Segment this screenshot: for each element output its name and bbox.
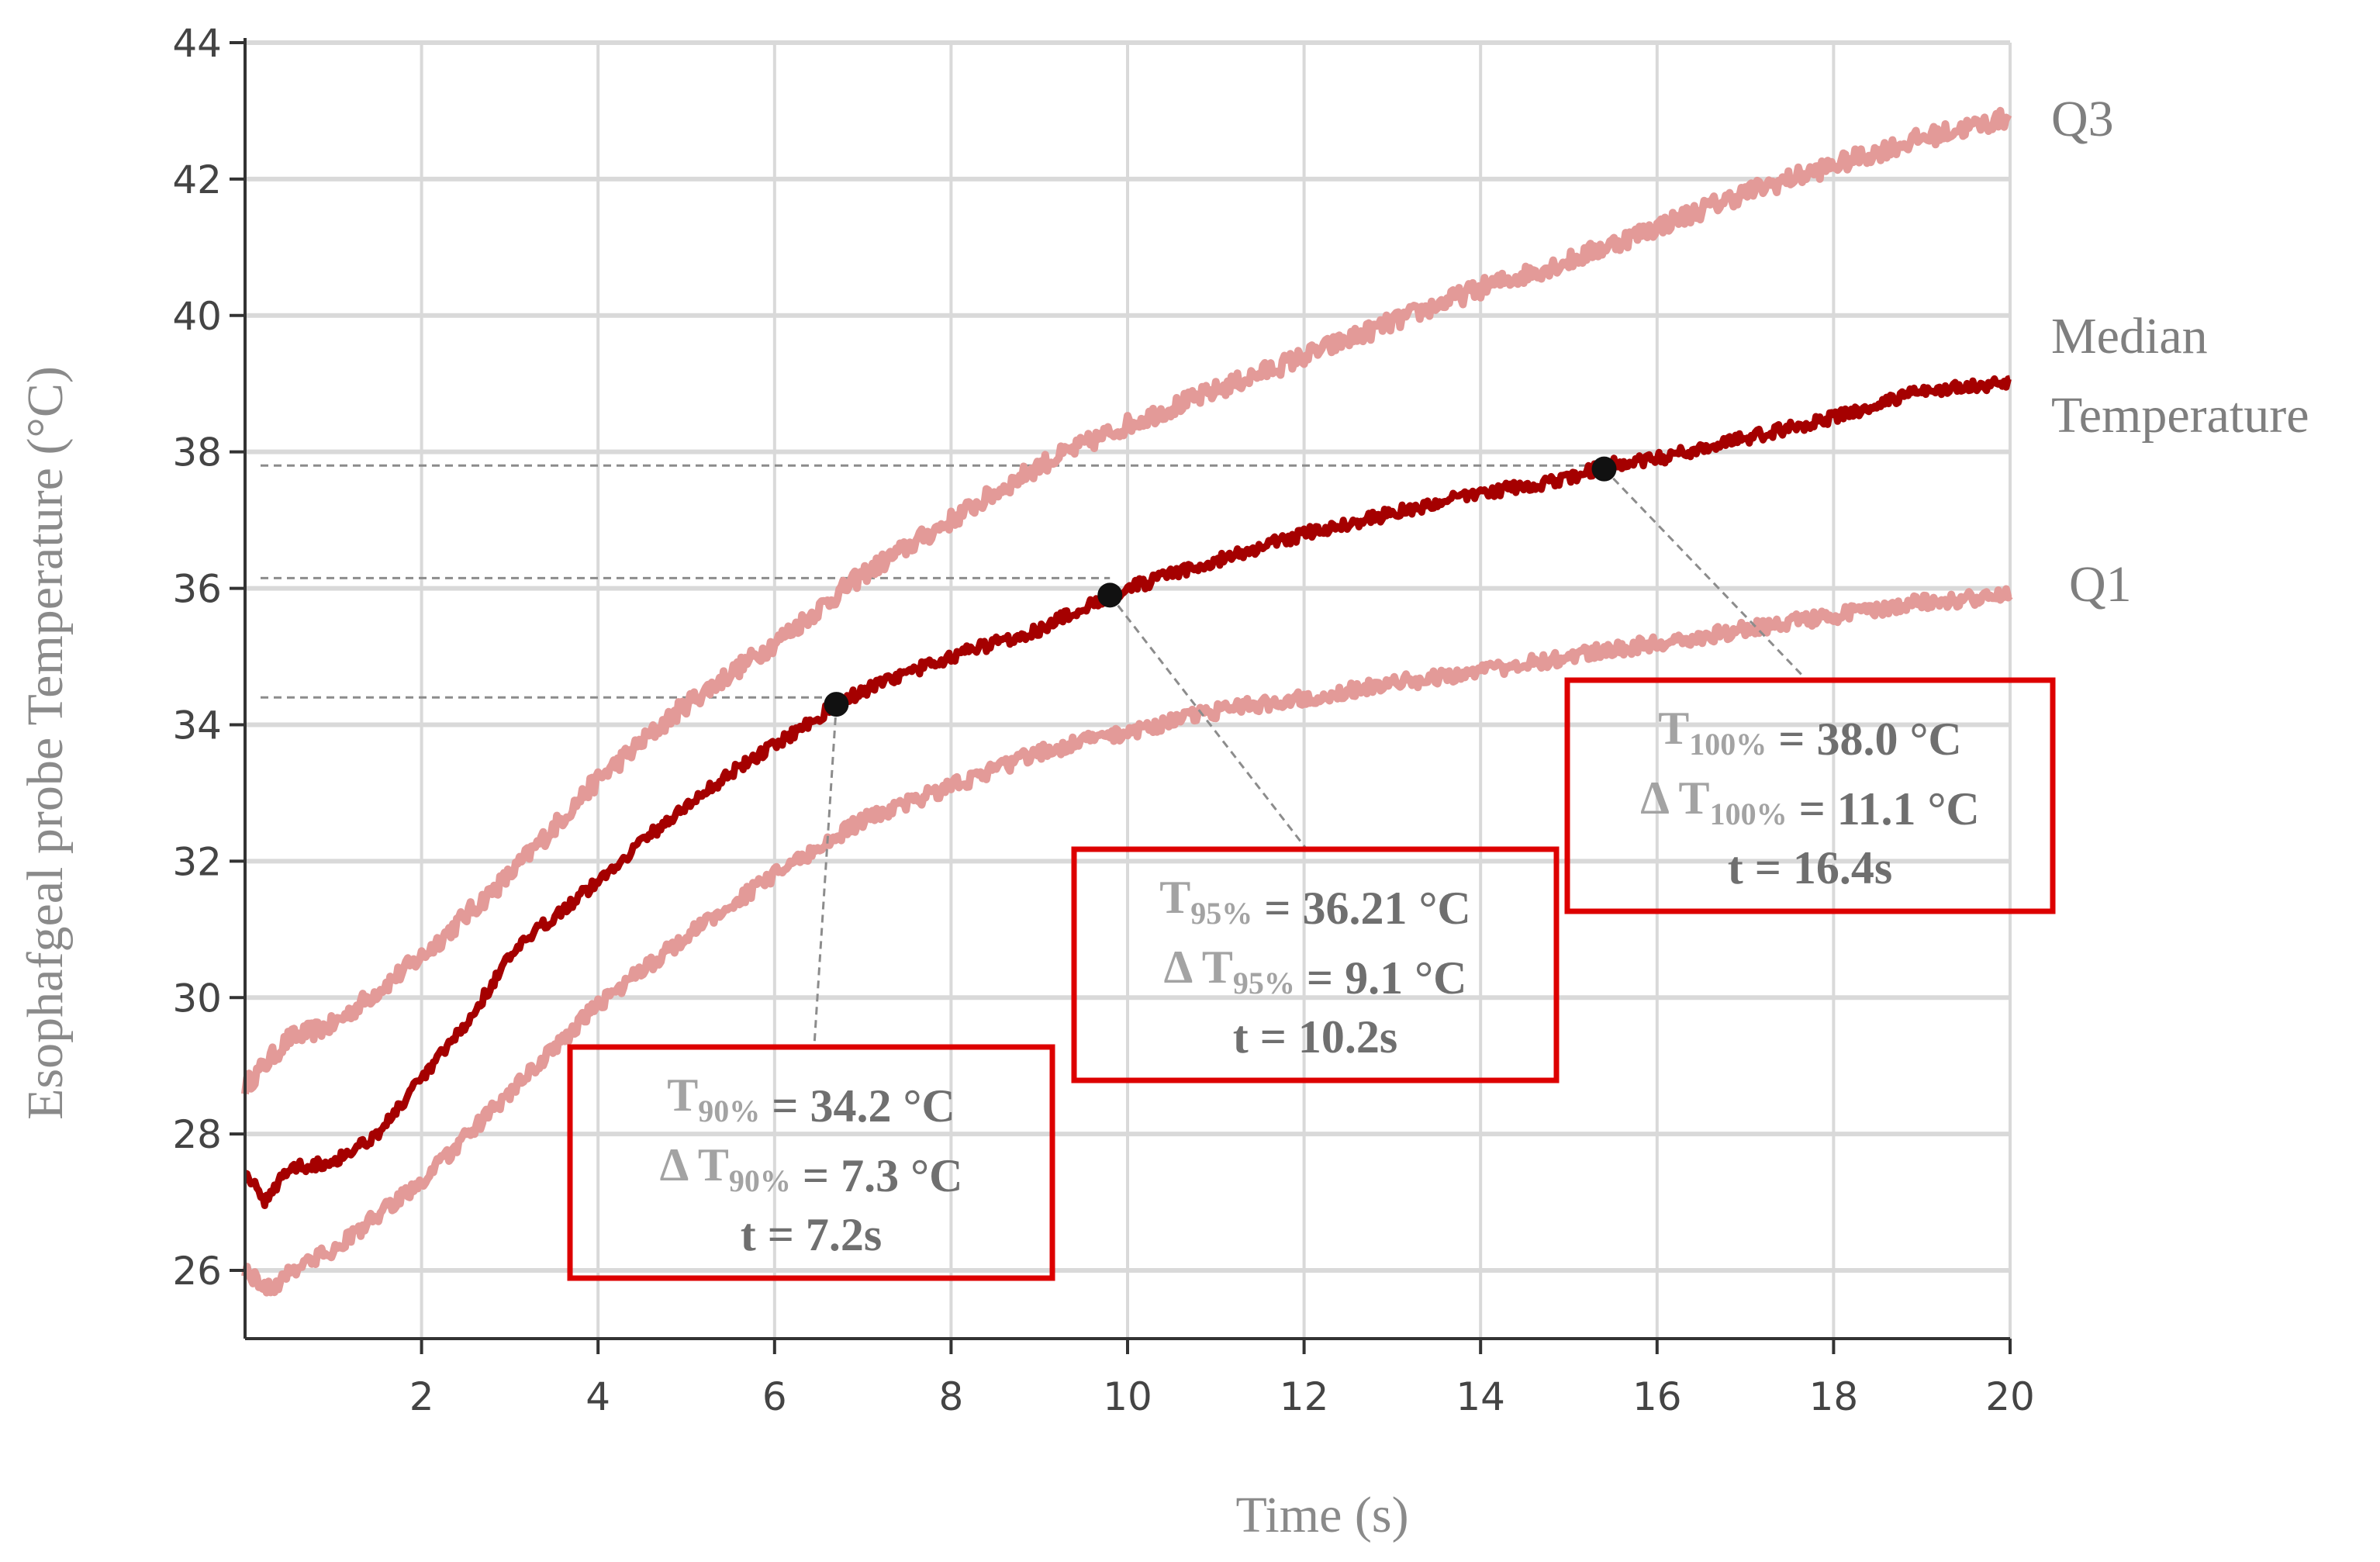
annotation-leader [1109,594,1308,850]
annotation-text: = 7.3 °C [791,1150,963,1201]
annotation-line: t = 16.4s [1728,842,1893,893]
reference-lines [261,464,1605,699]
x-tick-label: 6 [762,1374,787,1419]
y-tick-label: 32 [172,839,222,884]
subscript: 90% [698,1094,760,1128]
y-axis-title: Esophafgeal probe Temperature (°C) [17,366,74,1120]
x-tick-label: 4 [586,1374,610,1419]
grid [245,40,2012,1339]
y-tick-label: 28 [172,1112,222,1157]
annotation-box-t100 [1564,677,2056,914]
annotation-text: = 9.1 °C [1295,952,1467,1004]
annotation-leaders [813,468,1808,1046]
subscript: 95% [1233,966,1295,1000]
annotation-line: Δ T95% = 9.1 °C [1164,942,1467,1004]
subscript: 95% [1190,896,1252,931]
annotation-text: t = 7.2s [741,1209,883,1260]
annotation-text: t = 10.2s [1233,1011,1398,1063]
x-axis-title: Time (s) [1235,1487,1408,1543]
annotation-text: T [667,1070,698,1121]
label-median: Temperature [2051,387,2309,444]
subscript: 90% [729,1163,791,1198]
series-line [241,106,2012,1095]
axes [230,38,2012,1354]
x-tick-label: 12 [1280,1374,1329,1419]
annotation-leader [1603,468,1808,682]
annotation-text: T [1159,872,1190,923]
label-q3: Q3 [2051,91,2114,147]
subscript: 100% [1710,797,1788,831]
y-tick-label: 30 [172,976,222,1021]
x-tick-label: 2 [409,1374,434,1419]
x-tick-label: 14 [1456,1374,1505,1419]
annotation-text: T [1658,703,1689,754]
x-tick-label: 8 [938,1374,963,1419]
point-marker [1591,456,1617,482]
annotation-box-t90 [567,1044,1055,1281]
annotation-box-t95 [1071,846,1560,1083]
annotation-text: = 11.1 °C [1788,783,1980,835]
y-tick-label: 34 [172,703,222,748]
series-line [244,375,2012,1209]
x-tick-label: 10 [1103,1374,1152,1419]
y-tick-label: 42 [172,157,222,202]
y-tick-label: 36 [172,567,222,612]
annotation-leader [813,703,838,1046]
point-marker [1097,582,1123,608]
annotation-text: Δ T [660,1139,729,1191]
annotation-text: Δ T [1640,772,1709,824]
series-labels: Q3 Median Temperature Q1 [2051,91,2309,613]
annotation-text: = 38.0 °C [1767,714,1962,765]
series-line [241,585,2013,1297]
x-tick-label: 16 [1632,1374,1682,1419]
annotation-text: = 36.21 °C [1252,883,1471,934]
label-q1: Q1 [2069,556,2132,613]
y-tick-label: 40 [172,294,222,339]
annotation-text: t = 16.4s [1728,842,1893,893]
annotation-line: T95% = 36.21 °C [1159,872,1471,934]
x-tick-label: 20 [1985,1374,2035,1419]
tick-labels: 26 28 30 32 34 36 38 40 42 44 2 4 6 8 10 12 14 16 18 20 [172,21,2034,1419]
annotation-line: T100% = 38.0 °C [1658,703,1962,765]
y-tick-label: 38 [172,430,222,475]
annotation-line: Δ T90% = 7.3 °C [660,1139,963,1201]
annotation-line: t = 10.2s [1233,1011,1398,1063]
annotation-line: T90% = 34.2 °C [667,1070,955,1132]
annotation-line: t = 7.2s [741,1209,883,1260]
point-markers [824,456,1617,717]
y-tick-label: 26 [172,1249,222,1294]
point-marker [824,692,849,717]
series-lines [241,106,2013,1297]
annotation-text: Δ T [1164,942,1233,993]
annotation-boxes: T90% = 34.2 °CΔ T90% = 7.3 °Ct = 7.2sT95… [567,677,2056,1281]
y-tick-label: 44 [172,21,222,66]
label-median: Median [2051,308,2208,365]
annotation-line: Δ T100% = 11.1 °C [1640,772,1980,835]
annotation-text: = 34.2 °C [760,1080,955,1132]
subscript: 100% [1689,727,1767,762]
x-tick-label: 18 [1809,1374,1859,1419]
